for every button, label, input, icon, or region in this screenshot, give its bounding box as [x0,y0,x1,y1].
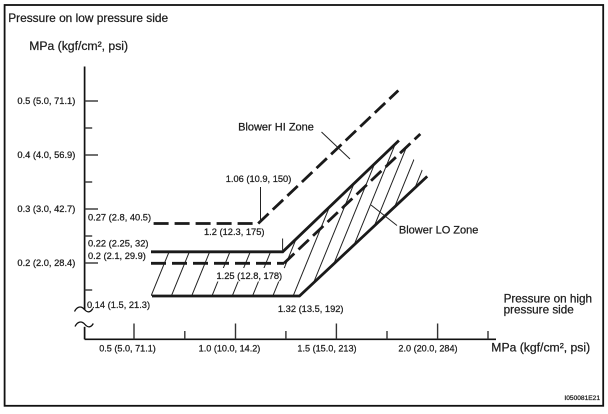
svg-text:0.5 (5.0, 71.1): 0.5 (5.0, 71.1) [99,343,156,353]
svg-text:I050081E21: I050081E21 [564,395,600,402]
svg-text:1.2 (12.3, 175): 1.2 (12.3, 175) [204,227,264,237]
svg-text:1.25 (12.8, 178): 1.25 (12.8, 178) [217,271,283,281]
svg-text:pressure side: pressure side [504,304,574,317]
svg-text:2.0 (20.0, 284): 2.0 (20.0, 284) [398,343,457,353]
svg-text:0.27 (2.8, 40.5): 0.27 (2.8, 40.5) [88,212,151,222]
svg-text:MPa (kgf/cm², psi): MPa (kgf/cm², psi) [491,341,590,355]
svg-text:1.06 (10.9, 150): 1.06 (10.9, 150) [226,174,292,184]
svg-text:0.3 (3.0, 42.7): 0.3 (3.0, 42.7) [17,204,75,214]
svg-text:0.2 (2.1, 29.9): 0.2 (2.1, 29.9) [88,251,146,261]
svg-text:0.4 (4.0, 56.9): 0.4 (4.0, 56.9) [17,150,75,160]
svg-text:0.22 (2.25, 32): 0.22 (2.25, 32) [88,239,148,249]
svg-text:Blower HI Zone: Blower HI Zone [238,122,314,134]
svg-text:1.0 (10.0, 14.2): 1.0 (10.0, 14.2) [199,343,261,353]
svg-text:1.5 (15.0, 213): 1.5 (15.0, 213) [297,343,356,353]
svg-text:Blower LO Zone: Blower LO Zone [399,225,478,237]
svg-text:MPa (kgf/cm², psi): MPa (kgf/cm², psi) [29,39,128,53]
svg-text:0.14 (1.5, 21.3): 0.14 (1.5, 21.3) [87,300,150,310]
svg-text:Pressure on high: Pressure on high [504,293,592,306]
svg-text:1.32 (13.5, 192): 1.32 (13.5, 192) [278,304,344,314]
svg-text:0.5 (5.0, 71.1): 0.5 (5.0, 71.1) [17,96,75,106]
svg-text:Pressure on low pressure side: Pressure on low pressure side [8,11,168,25]
svg-text:0.2 (2.0, 28.4): 0.2 (2.0, 28.4) [17,258,75,268]
